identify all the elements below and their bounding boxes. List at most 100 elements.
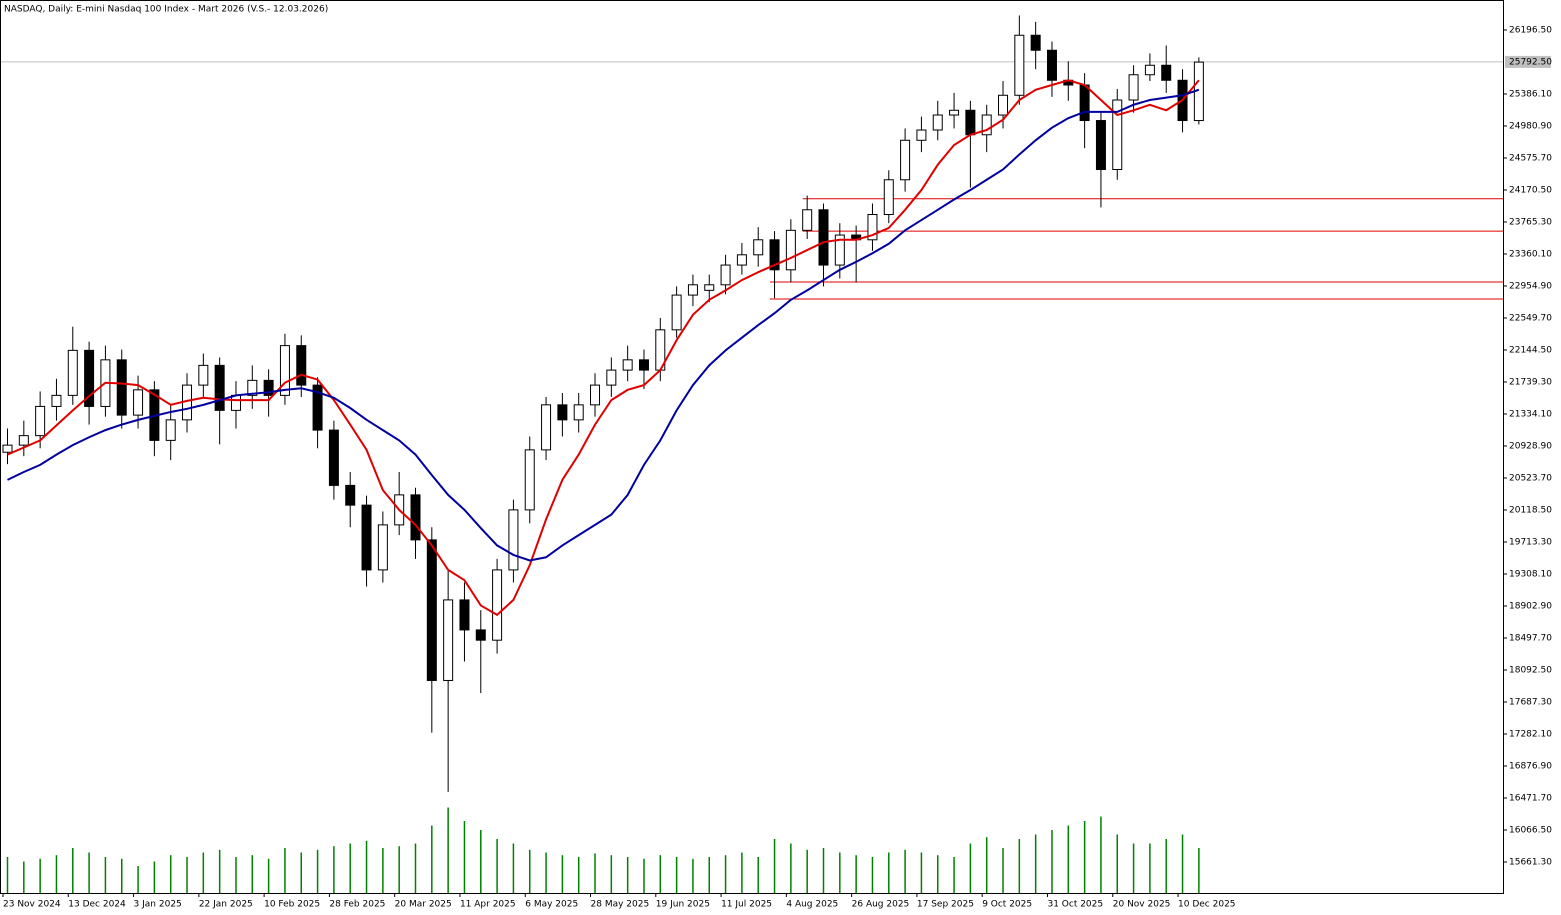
y-tick-label: 16876.90 [1509,762,1552,772]
candle-body [1144,64,1155,76]
x-tick-label: 13 Dec 2024 [68,900,126,910]
y-tick-label: 17687.30 [1509,698,1552,708]
x-tick-label: 3 Jan 2025 [134,900,182,910]
y-tick-label: 23765.30 [1509,218,1552,228]
candle-body [785,229,796,271]
candle-body [916,129,927,141]
candle-body [2,444,13,453]
candle-body [133,389,144,416]
y-tick-label: 20523.70 [1509,474,1552,484]
candle-body [1030,34,1041,51]
x-tick-label: 9 Oct 2025 [982,900,1032,910]
candle-body [247,379,258,396]
y-tick-label: 22954.90 [1509,282,1552,292]
y-tick-label: 25386.10 [1509,90,1552,100]
candle-body [296,345,307,386]
y-tick-label: 24575.70 [1509,154,1552,164]
candle-body [459,599,470,631]
candle-body [279,345,290,396]
candle-body [671,294,682,331]
x-tick-label: 22 Jan 2025 [199,900,253,910]
candle-body [1046,49,1057,81]
x-tick-label: 28 May 2025 [591,900,650,910]
candle-body [590,384,601,406]
candle-body [51,394,62,407]
candle-body [443,599,454,681]
candle-body [198,364,209,386]
candle-body [410,494,421,541]
candle-body [687,284,698,296]
candle-body [230,394,241,411]
candle-body [1095,120,1106,171]
candle-body [426,539,437,681]
x-tick-label: 17 Sep 2025 [917,900,974,910]
candle-body [1128,74,1139,101]
candle-body [475,629,486,641]
candle-body [1161,64,1172,81]
x-tick-label: 4 Aug 2025 [786,900,838,910]
candle-body [834,234,845,266]
x-tick-label: 11 Apr 2025 [460,900,516,910]
y-tick-label: 18497.70 [1509,634,1552,644]
candle-body [377,524,388,571]
x-tick-label: 26 Aug 2025 [852,900,910,910]
candle-body [165,419,176,441]
plot-frame [0,0,1504,894]
candle-body [84,349,95,407]
candle-body [361,504,372,571]
x-tick-label: 23 Nov 2024 [3,900,61,910]
candle-body [328,429,339,486]
y-tick-label: 23360.10 [1509,250,1552,260]
y-tick-label: 20928.90 [1509,442,1552,452]
candle-body [883,179,894,216]
candle-body [214,364,225,411]
candle-body [18,435,29,446]
x-tick-label: 6 May 2025 [525,900,578,910]
candle-body [638,359,649,371]
y-tick-label: 18902.90 [1509,602,1552,612]
y-tick-label: 21334.10 [1509,410,1552,420]
candle-body [867,214,878,241]
x-tick-label: 31 Oct 2025 [1047,900,1103,910]
candle-body [622,359,633,371]
x-tick-label: 10 Dec 2025 [1178,900,1236,910]
candle-body [720,264,731,286]
y-tick-label: 18092.50 [1509,666,1552,676]
candle-body [802,209,813,231]
y-tick-label: 21739.30 [1509,378,1552,388]
candle-body [965,109,976,136]
candle-body [67,349,78,396]
candle-body [753,239,764,256]
candle-body [541,404,552,451]
y-tick-label: 24980.90 [1509,122,1552,132]
candle-body [981,114,992,136]
candle-body [573,404,584,421]
candle-body [508,509,519,571]
y-tick-label: 19713.30 [1509,538,1552,548]
x-tick-label: 11 Jul 2025 [721,900,772,910]
moving-average [7,88,1200,562]
y-tick-label: 16471.70 [1509,794,1552,804]
x-tick-label: 20 Mar 2025 [395,900,452,910]
candle-body [606,369,617,386]
x-tick-label: 19 Jun 2025 [656,900,710,910]
y-tick-label: 19308.10 [1509,570,1552,580]
candle-body [932,114,943,131]
current-price-label: 25792.50 [1509,57,1552,67]
candle-body [736,254,747,266]
y-tick-label: 16066.50 [1509,826,1552,836]
candle-body [900,139,911,181]
candle-body [524,449,535,511]
candle-body [492,569,503,641]
x-tick-label: 20 Nov 2025 [1113,900,1171,910]
candle-body [769,239,780,271]
candle-body [345,484,356,506]
x-tick-label: 10 Feb 2025 [264,900,320,910]
moving-average [7,79,1200,617]
y-tick-label: 15661.30 [1509,858,1552,868]
y-tick-label: 20118.50 [1509,506,1552,516]
candle-body [1014,34,1025,96]
candle-body [35,405,46,437]
x-tick-label: 28 Feb 2025 [329,900,385,910]
